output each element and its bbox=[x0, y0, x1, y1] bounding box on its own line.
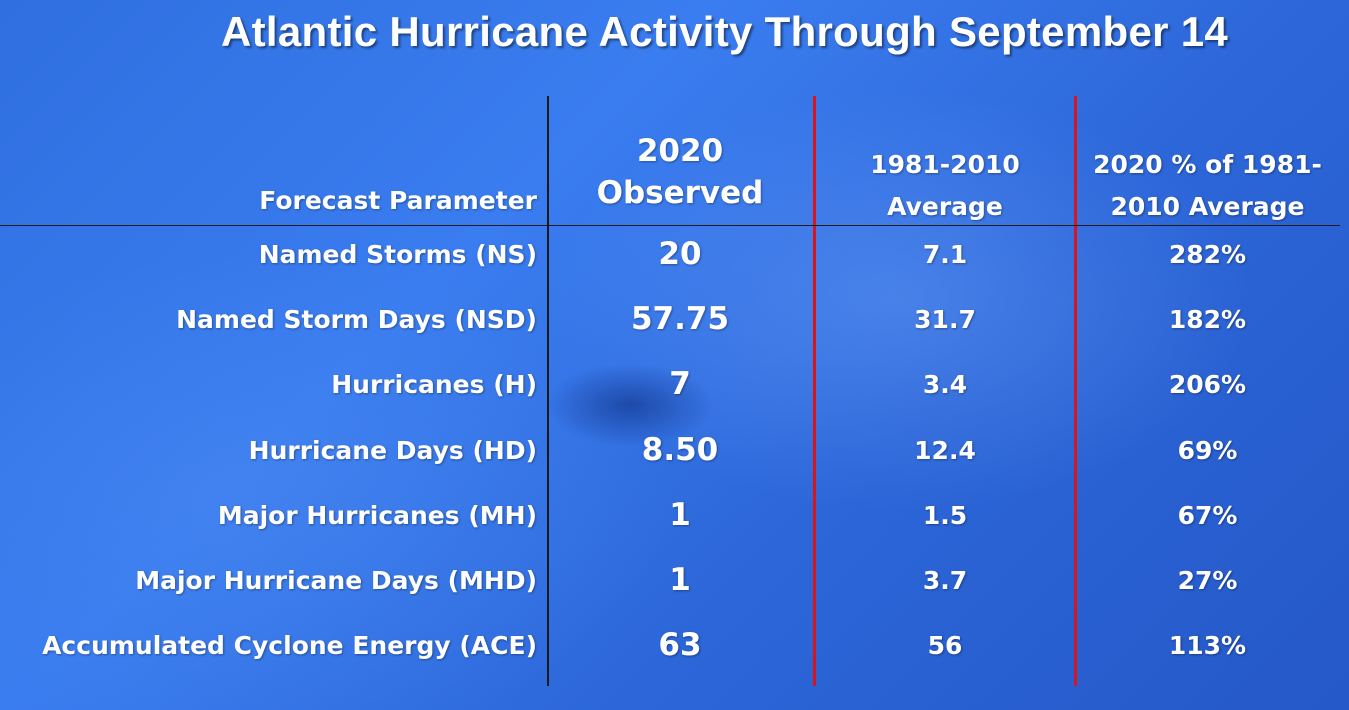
cell-observed: 1 bbox=[669, 562, 691, 598]
cell-observed: 7 bbox=[669, 366, 691, 403]
cell-parameter: Major Hurricane Days (MHD) bbox=[135, 566, 537, 595]
cell-average: 3.7 bbox=[922, 566, 968, 595]
cell-parameter: Major Hurricanes (MH) bbox=[217, 500, 537, 530]
cell-observed: 63 bbox=[658, 627, 702, 664]
cell-percent: 27% bbox=[1177, 566, 1238, 595]
cell-observed: 20 bbox=[658, 236, 702, 272]
cell-average: 7.1 bbox=[922, 240, 968, 269]
cell-parameter: Named Storms (NS) bbox=[258, 240, 537, 269]
cell-parameter: Accumulated Cyclone Energy (ACE) bbox=[42, 631, 537, 661]
cell-average: 3.4 bbox=[922, 370, 968, 400]
column-divider-average bbox=[1074, 96, 1077, 686]
cell-observed: 8.50 bbox=[641, 431, 719, 468]
column-divider-param bbox=[547, 96, 549, 686]
cell-observed: 1 bbox=[669, 496, 691, 533]
header-observed: 2020 Observed bbox=[555, 130, 805, 214]
cell-percent: 206% bbox=[1168, 370, 1247, 400]
cell-average: 1.5 bbox=[922, 500, 968, 530]
header-observed-line-1: 2020 bbox=[636, 133, 724, 169]
header-average-line-1: 1981-2010 bbox=[870, 150, 1020, 179]
header-divider bbox=[0, 225, 1340, 226]
header-percent-line-1: 2020 % of 1981- bbox=[1093, 150, 1322, 179]
header-percent-line-2: 2010 Average bbox=[1110, 192, 1305, 221]
cell-parameter: Named Storm Days (NSD) bbox=[176, 305, 537, 335]
cell-parameter: Hurricane Days (HD) bbox=[248, 435, 537, 465]
header-average: 1981-2010 Average bbox=[820, 144, 1070, 228]
header-average-line-2: Average bbox=[887, 192, 1003, 221]
cell-average: 12.4 bbox=[914, 435, 976, 465]
cell-percent: 69% bbox=[1177, 435, 1238, 465]
chart-title: Atlantic Hurricane Activity Through Sept… bbox=[220, 8, 1229, 55]
cell-average: 56 bbox=[927, 631, 963, 661]
header-observed-line-2: Observed bbox=[596, 175, 764, 211]
cell-percent: 182% bbox=[1168, 305, 1247, 335]
cell-percent: 67% bbox=[1177, 500, 1238, 530]
cell-percent: 282% bbox=[1168, 240, 1247, 269]
cell-average: 31.7 bbox=[914, 305, 976, 335]
cell-percent: 113% bbox=[1168, 631, 1247, 661]
header-forecast-parameter: Forecast Parameter bbox=[259, 186, 537, 215]
cell-observed: 57.75 bbox=[630, 301, 730, 338]
cell-parameter: Hurricanes (H) bbox=[331, 370, 537, 400]
header-percent: 2020 % of 1981- 2010 Average bbox=[1080, 144, 1335, 228]
column-divider-observed bbox=[813, 96, 816, 686]
